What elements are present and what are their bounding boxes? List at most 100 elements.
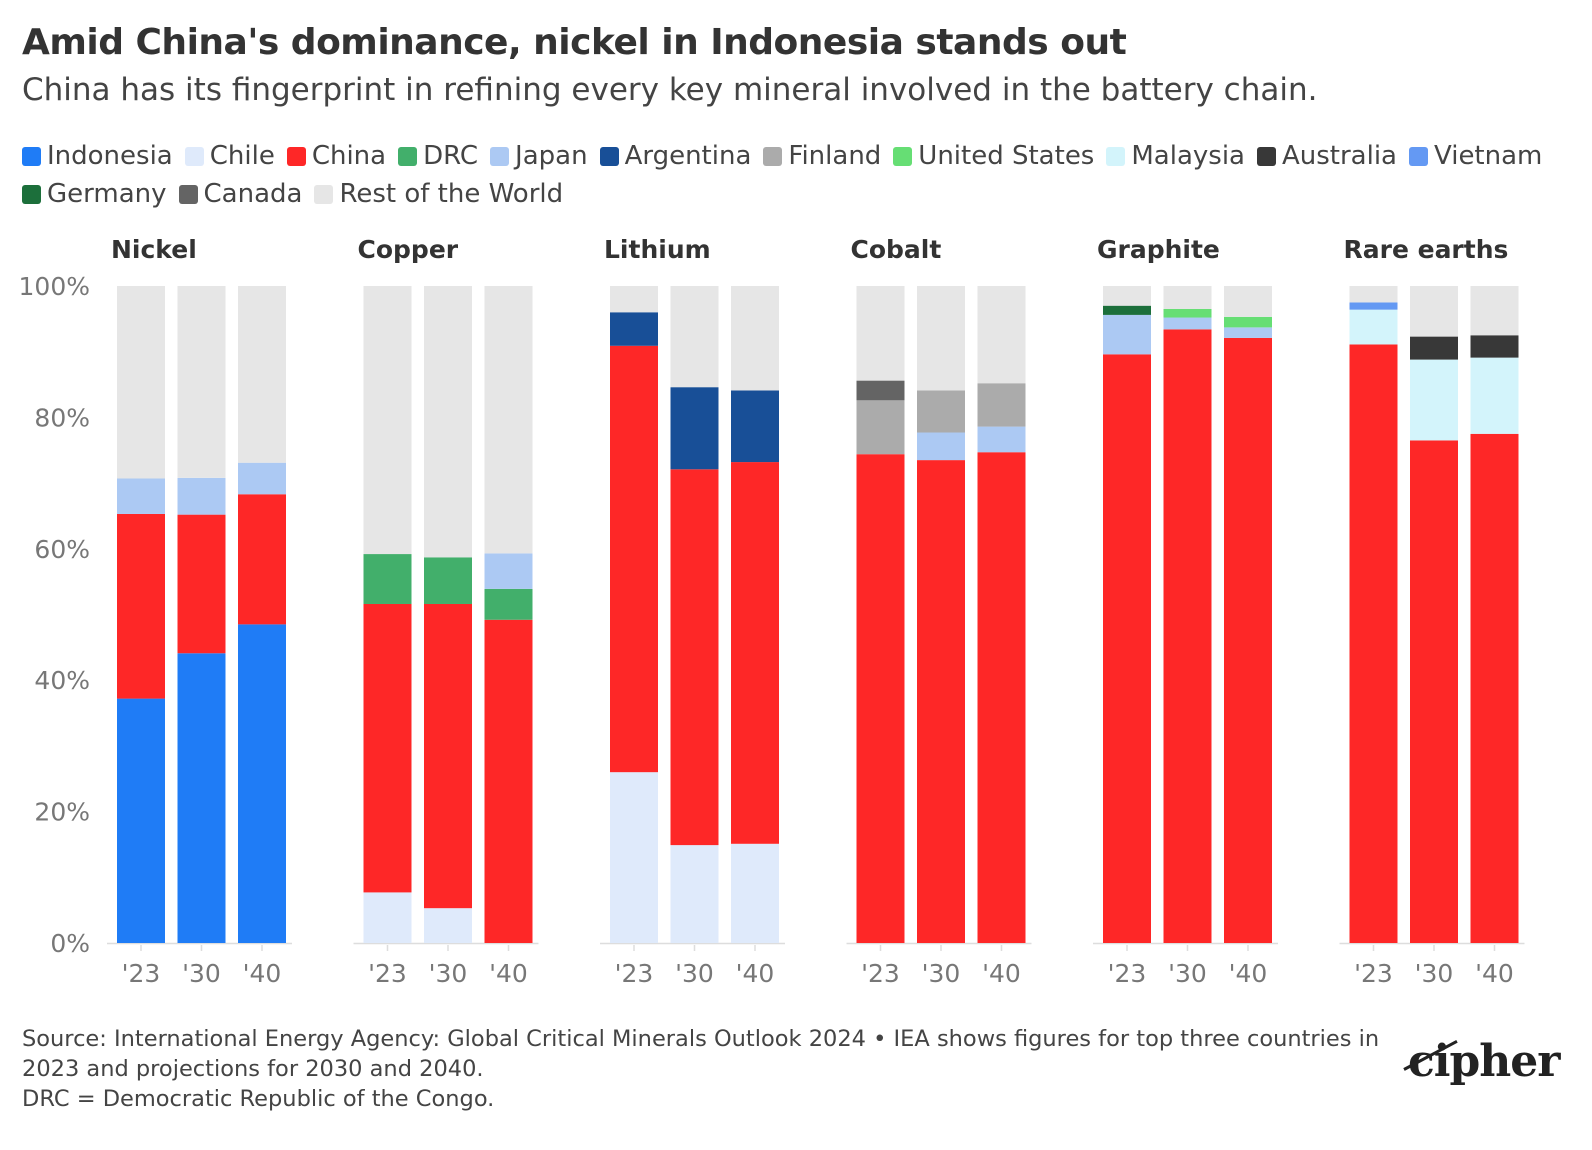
bar-segment-malaysia bbox=[1410, 359, 1458, 441]
bar-segment-japan bbox=[977, 426, 1026, 453]
bar-segment-rest-of-the-world bbox=[363, 286, 412, 555]
legend-label: China bbox=[311, 141, 387, 171]
legend-label: Argentina bbox=[624, 141, 752, 171]
bar-segment-china bbox=[610, 345, 658, 773]
x-tick-label: '30 bbox=[1415, 959, 1454, 988]
bar-segment-rest-of-the-world bbox=[1470, 286, 1519, 336]
bar-segment-china bbox=[238, 494, 286, 625]
legend-swatch bbox=[178, 184, 198, 204]
bar-segment-finland bbox=[856, 400, 905, 455]
panel-title: Lithium bbox=[604, 235, 711, 264]
legend-label: United States bbox=[918, 141, 1095, 171]
legend-item-germany: Germany bbox=[22, 178, 167, 210]
bar-segment-china bbox=[363, 603, 412, 893]
bar-segment-china bbox=[917, 460, 965, 943]
footer: Source: International Energy Agency: Glo… bbox=[22, 1024, 1382, 1114]
x-tick-label: '23 bbox=[861, 959, 900, 988]
bar-segment-finland bbox=[977, 383, 1026, 427]
bar-segment-japan bbox=[917, 432, 965, 461]
bar-segment-china bbox=[977, 452, 1026, 943]
stacked-bar-chart: 0% 20% 40% 60% 80% 100% Nickel '23 '30 '40 Copper '… bbox=[19, 235, 1525, 988]
panel-title: Rare earths bbox=[1344, 235, 1509, 264]
bar-segment-china bbox=[1103, 354, 1151, 943]
bar-segment-rest-of-the-world bbox=[1163, 286, 1212, 309]
legend-label: Canada bbox=[203, 179, 303, 209]
x-tick-label: '30 bbox=[675, 959, 714, 988]
cipher-logo: cipher bbox=[1403, 1036, 1560, 1106]
legend-swatch bbox=[893, 146, 913, 166]
x-tick-label: '23 bbox=[1108, 959, 1147, 988]
y-tick-label: 40% bbox=[34, 666, 90, 695]
bar-segment-indonesia bbox=[117, 698, 165, 943]
bar-segment-rest-of-the-world bbox=[610, 286, 658, 313]
x-tick-label: '30 bbox=[1168, 959, 1207, 988]
y-tick-label: 80% bbox=[34, 403, 90, 432]
x-tick-label: '30 bbox=[182, 959, 221, 988]
bar-segment-rest-of-the-world bbox=[670, 286, 719, 388]
legend-swatch bbox=[314, 184, 334, 204]
bar-segment-chile bbox=[424, 908, 472, 943]
bar-segment-rest-of-the-world bbox=[177, 286, 226, 478]
bar-segment-argentina bbox=[610, 312, 658, 346]
legend-swatch bbox=[490, 146, 510, 166]
bar-segment-japan bbox=[484, 553, 533, 589]
x-tick-label: '23 bbox=[122, 959, 161, 988]
legend-item-united-states: United States bbox=[893, 140, 1094, 172]
x-tick-label: '23 bbox=[1354, 959, 1393, 988]
bar-segment-japan bbox=[1224, 327, 1272, 338]
legend-swatch bbox=[22, 184, 41, 204]
bar-segment-malaysia bbox=[1349, 309, 1398, 345]
panel-title: Copper bbox=[358, 235, 459, 264]
bar-segment-australia bbox=[1410, 336, 1458, 360]
legend-item-drc: DRC bbox=[398, 140, 478, 172]
chart-subtitle: China has its fingerprint in refining ev… bbox=[22, 72, 1318, 108]
bar-segment-rest-of-the-world bbox=[731, 286, 779, 391]
bar-segment-rest-of-the-world bbox=[484, 286, 533, 554]
legend-label: Malaysia bbox=[1131, 141, 1245, 171]
legend-swatch bbox=[184, 146, 204, 166]
panel-title: Cobalt bbox=[851, 235, 942, 264]
bar-segment-china bbox=[856, 454, 905, 943]
bar-segment-japan bbox=[177, 477, 226, 515]
bar-segment-chile bbox=[363, 892, 412, 943]
legend-item-finland: Finland bbox=[763, 140, 881, 172]
bar-segment-drc bbox=[484, 588, 533, 620]
legend-item-malaysia: Malaysia bbox=[1106, 140, 1245, 172]
legend-item-japan: Japan bbox=[490, 140, 588, 172]
legend-item-china: China bbox=[286, 140, 387, 172]
legend-swatch bbox=[22, 146, 41, 166]
legend-label: DRC bbox=[423, 141, 479, 171]
bar-segment-china bbox=[1349, 344, 1398, 943]
legend-item-canada: Canada bbox=[178, 178, 303, 210]
bar-segment-united-states bbox=[1163, 308, 1212, 318]
bar-segment-china bbox=[731, 462, 779, 844]
bar-segment-finland bbox=[917, 390, 965, 433]
bar-segment-chile bbox=[610, 772, 658, 943]
legend-swatch bbox=[599, 146, 619, 166]
bar-segment-indonesia bbox=[238, 624, 286, 943]
y-tick-label: 0% bbox=[50, 929, 90, 958]
legend-item-rest-of-the-world: Rest of the World bbox=[314, 178, 563, 210]
bar-segment-rest-of-the-world bbox=[424, 286, 472, 558]
legend-item-indonesia: Indonesia bbox=[22, 140, 173, 172]
legend-item-chile: Chile bbox=[184, 140, 275, 172]
logo-text: cipher bbox=[1408, 1036, 1560, 1087]
bar-segment-china bbox=[1410, 440, 1458, 943]
x-tick-label: '40 bbox=[1475, 959, 1514, 988]
legend-label: Australia bbox=[1281, 141, 1397, 171]
bar-segment-japan bbox=[238, 462, 286, 495]
bar-segment-drc bbox=[424, 557, 472, 604]
bar-segment-china bbox=[1224, 337, 1272, 943]
bar-segment-china bbox=[1163, 329, 1212, 943]
bar-segment-china bbox=[1470, 433, 1519, 943]
legend-swatch bbox=[763, 146, 783, 166]
bar-segment-china bbox=[484, 619, 533, 943]
source-note: Source: International Energy Agency: Glo… bbox=[22, 1026, 1380, 1082]
y-tick-label: 100% bbox=[19, 272, 90, 301]
legend-label: Vietnam bbox=[1434, 141, 1543, 171]
bar-segment-chile bbox=[670, 845, 719, 943]
x-tick-label: '40 bbox=[736, 959, 775, 988]
legend-swatch bbox=[1106, 146, 1126, 166]
legend: Indonesia Chile China DRC Japan Argentina Finl… bbox=[22, 140, 1562, 210]
panel-title: Graphite bbox=[1097, 235, 1220, 264]
